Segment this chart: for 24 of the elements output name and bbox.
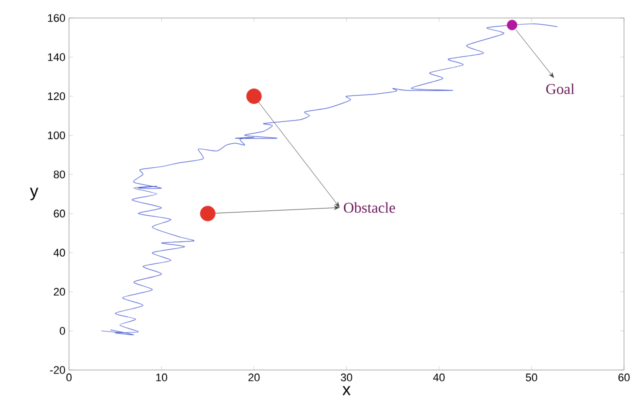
x-tick-label: 0 [66, 374, 72, 382]
y-tick-label: 140 [48, 53, 66, 61]
x-tick-label: 30 [340, 374, 352, 382]
x-tick-label: 40 [433, 374, 445, 382]
y-tick-label: 160 [48, 14, 66, 22]
point [200, 206, 216, 222]
y-tick-label: 100 [48, 131, 66, 140]
y-tick-label: 60 [54, 210, 66, 218]
x-tick-label: 60 [618, 374, 630, 382]
y-tick-label: 40 [54, 248, 66, 257]
annotation: Goal [546, 84, 574, 94]
point [246, 88, 262, 104]
point [506, 20, 518, 30]
y-tick-label: 20 [54, 288, 66, 296]
x-tick-label: 10 [156, 374, 168, 382]
y-tick-label: 80 [54, 170, 66, 178]
y-tick-label: 0 [60, 327, 66, 335]
y-axis-title: y [30, 188, 38, 200]
x-axis-title: x [342, 386, 351, 396]
y-tick-label: -20 [50, 366, 66, 374]
x-tick-label: 20 [248, 374, 260, 382]
x-tick-label: 50 [526, 374, 538, 382]
annotation: Obstacle [344, 202, 396, 213]
y-tick-label: 120 [48, 92, 66, 100]
